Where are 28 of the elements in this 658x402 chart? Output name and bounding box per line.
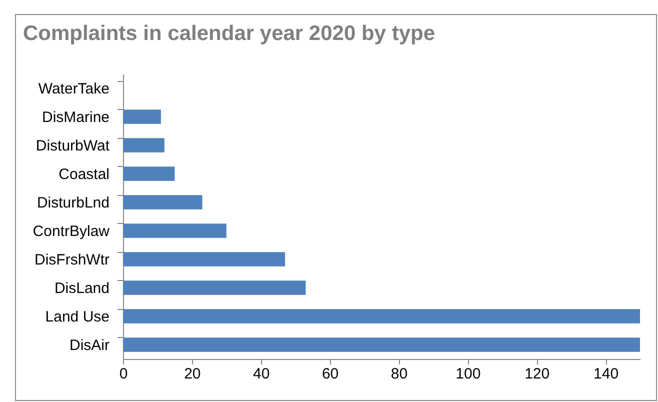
y-tick-label: DisturbWat xyxy=(36,137,110,154)
y-tick-label: DisturbLnd xyxy=(36,194,110,212)
y-tick-label: DisMarine xyxy=(42,108,110,126)
bar xyxy=(123,252,285,266)
x-tick-label: 120 xyxy=(524,366,550,382)
bar xyxy=(123,110,161,124)
y-tick-label: DisAir xyxy=(70,336,110,354)
x-tick-label: 20 xyxy=(184,366,201,382)
x-tick-label: 60 xyxy=(322,366,339,382)
y-tick-label: Coastal xyxy=(58,166,110,183)
x-tick-label: 140 xyxy=(594,366,619,382)
y-tick-label: Land Use xyxy=(45,308,110,326)
bar xyxy=(123,195,202,210)
bar xyxy=(123,138,164,152)
y-tick-label: DisFrshWtr xyxy=(34,251,110,268)
bar xyxy=(123,309,640,324)
bar xyxy=(123,338,640,352)
y-tick-label: ContrBylaw xyxy=(32,222,110,240)
chart-title: Complaints in calendar year 2020 by type xyxy=(23,22,436,45)
y-tick-label: WaterTake xyxy=(38,80,110,98)
bar xyxy=(123,166,175,181)
x-tick-label: 0 xyxy=(119,366,128,382)
y-tick-label: DisLand xyxy=(54,280,110,297)
bar xyxy=(123,280,306,295)
x-tick-label: 40 xyxy=(253,366,270,382)
bar xyxy=(123,224,226,238)
x-tick-label: 100 xyxy=(456,366,481,382)
x-tick-label: 80 xyxy=(390,366,408,382)
